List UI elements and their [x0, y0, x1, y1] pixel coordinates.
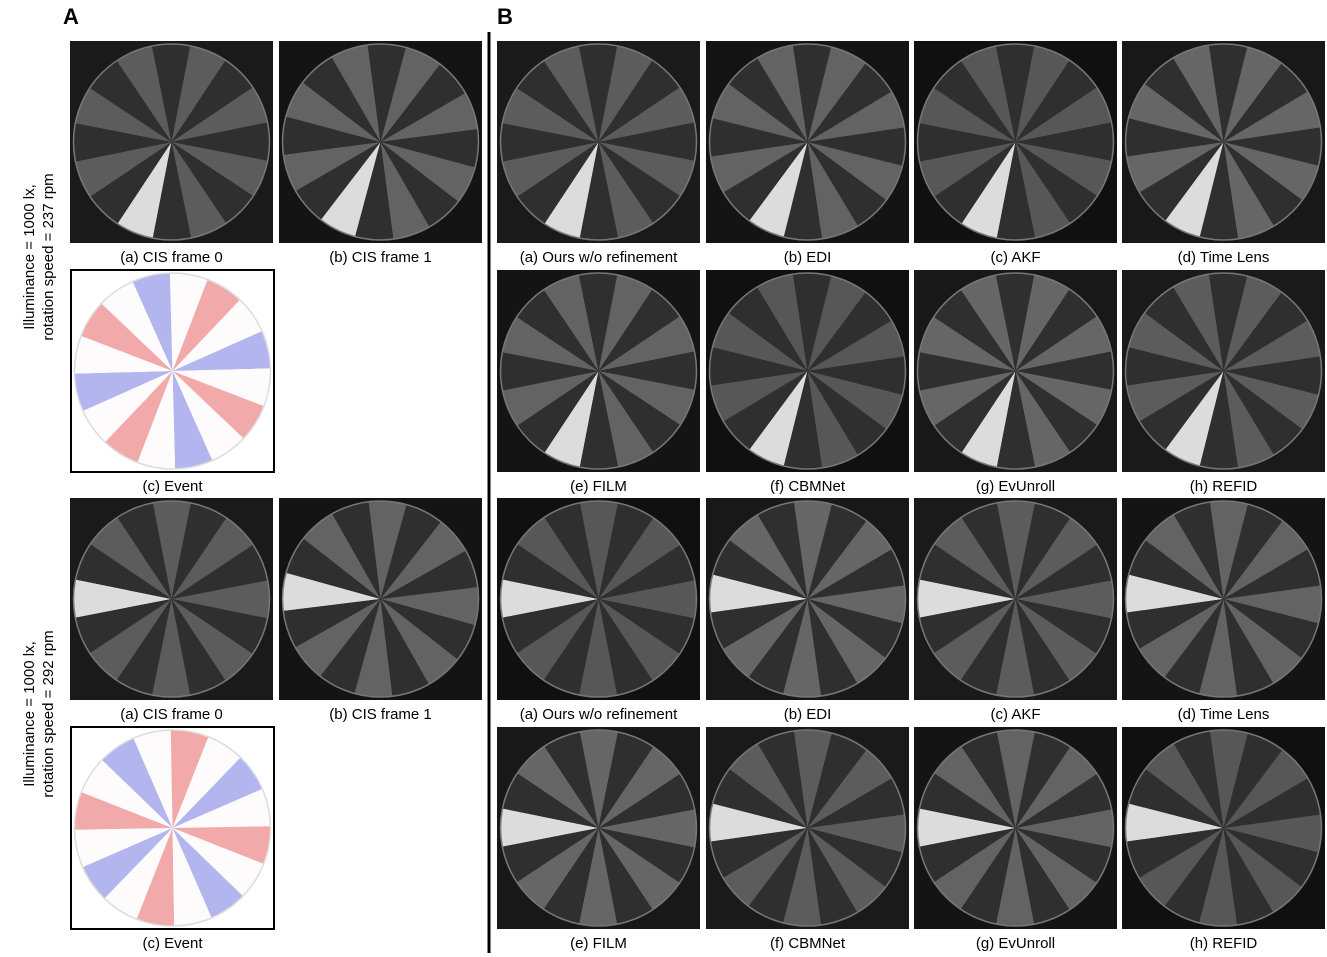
image: [70, 41, 273, 243]
caption: (c) AKF: [990, 249, 1040, 266]
caption: (b) EDI: [784, 249, 832, 266]
image: [706, 498, 909, 700]
image: [1122, 498, 1325, 700]
image: [497, 727, 700, 929]
caption: (a) CIS frame 0: [120, 249, 223, 266]
caption: (c) Event: [142, 478, 203, 495]
image: [71, 270, 274, 472]
caption: (d) Time Lens: [1178, 249, 1270, 266]
image: [706, 41, 909, 243]
caption: (c) Event: [142, 935, 203, 952]
row-label: rotation speed = 292 rpm: [40, 630, 57, 797]
caption: (b) CIS frame 1: [329, 249, 432, 266]
panel-label: B: [497, 4, 513, 29]
caption: (a) Ours w/o refinement: [520, 249, 678, 266]
caption: (c) AKF: [990, 706, 1040, 723]
caption: (h) REFID: [1190, 935, 1258, 952]
image: [1122, 270, 1325, 472]
image: [497, 41, 700, 243]
image: [914, 41, 1117, 243]
image: [914, 270, 1117, 472]
image: [706, 727, 909, 929]
image: [1122, 727, 1325, 929]
caption: (f) CBMNet: [770, 478, 846, 495]
caption: (b) CIS frame 1: [329, 706, 432, 723]
image: [70, 498, 273, 700]
caption: (g) EvUnroll: [976, 935, 1055, 952]
row-label: Illuminance = 1000 lx,: [21, 184, 38, 330]
caption: (a) CIS frame 0: [120, 706, 223, 723]
caption: (e) FILM: [570, 935, 627, 952]
image: [497, 270, 700, 472]
caption: (a) Ours w/o refinement: [520, 706, 678, 723]
image: [914, 498, 1117, 700]
caption: (d) Time Lens: [1178, 706, 1270, 723]
caption: (f) CBMNet: [770, 935, 846, 952]
image: [914, 727, 1117, 929]
caption: (e) FILM: [570, 478, 627, 495]
row-label: Illuminance = 1000 lx,: [21, 641, 38, 787]
image: [279, 41, 482, 243]
image: [71, 727, 274, 929]
caption: (g) EvUnroll: [976, 478, 1055, 495]
caption: (h) REFID: [1190, 478, 1258, 495]
image: [1122, 41, 1325, 243]
panel-label: A: [63, 4, 79, 29]
caption: (b) EDI: [784, 706, 832, 723]
image: [279, 498, 482, 700]
image: [706, 270, 909, 472]
figure: A B (a) CIS frame 0 (b) CIS frame 1 (c) Ev…: [0, 0, 1327, 957]
row-label: rotation speed = 237 rpm: [40, 173, 57, 340]
image: [497, 498, 700, 700]
